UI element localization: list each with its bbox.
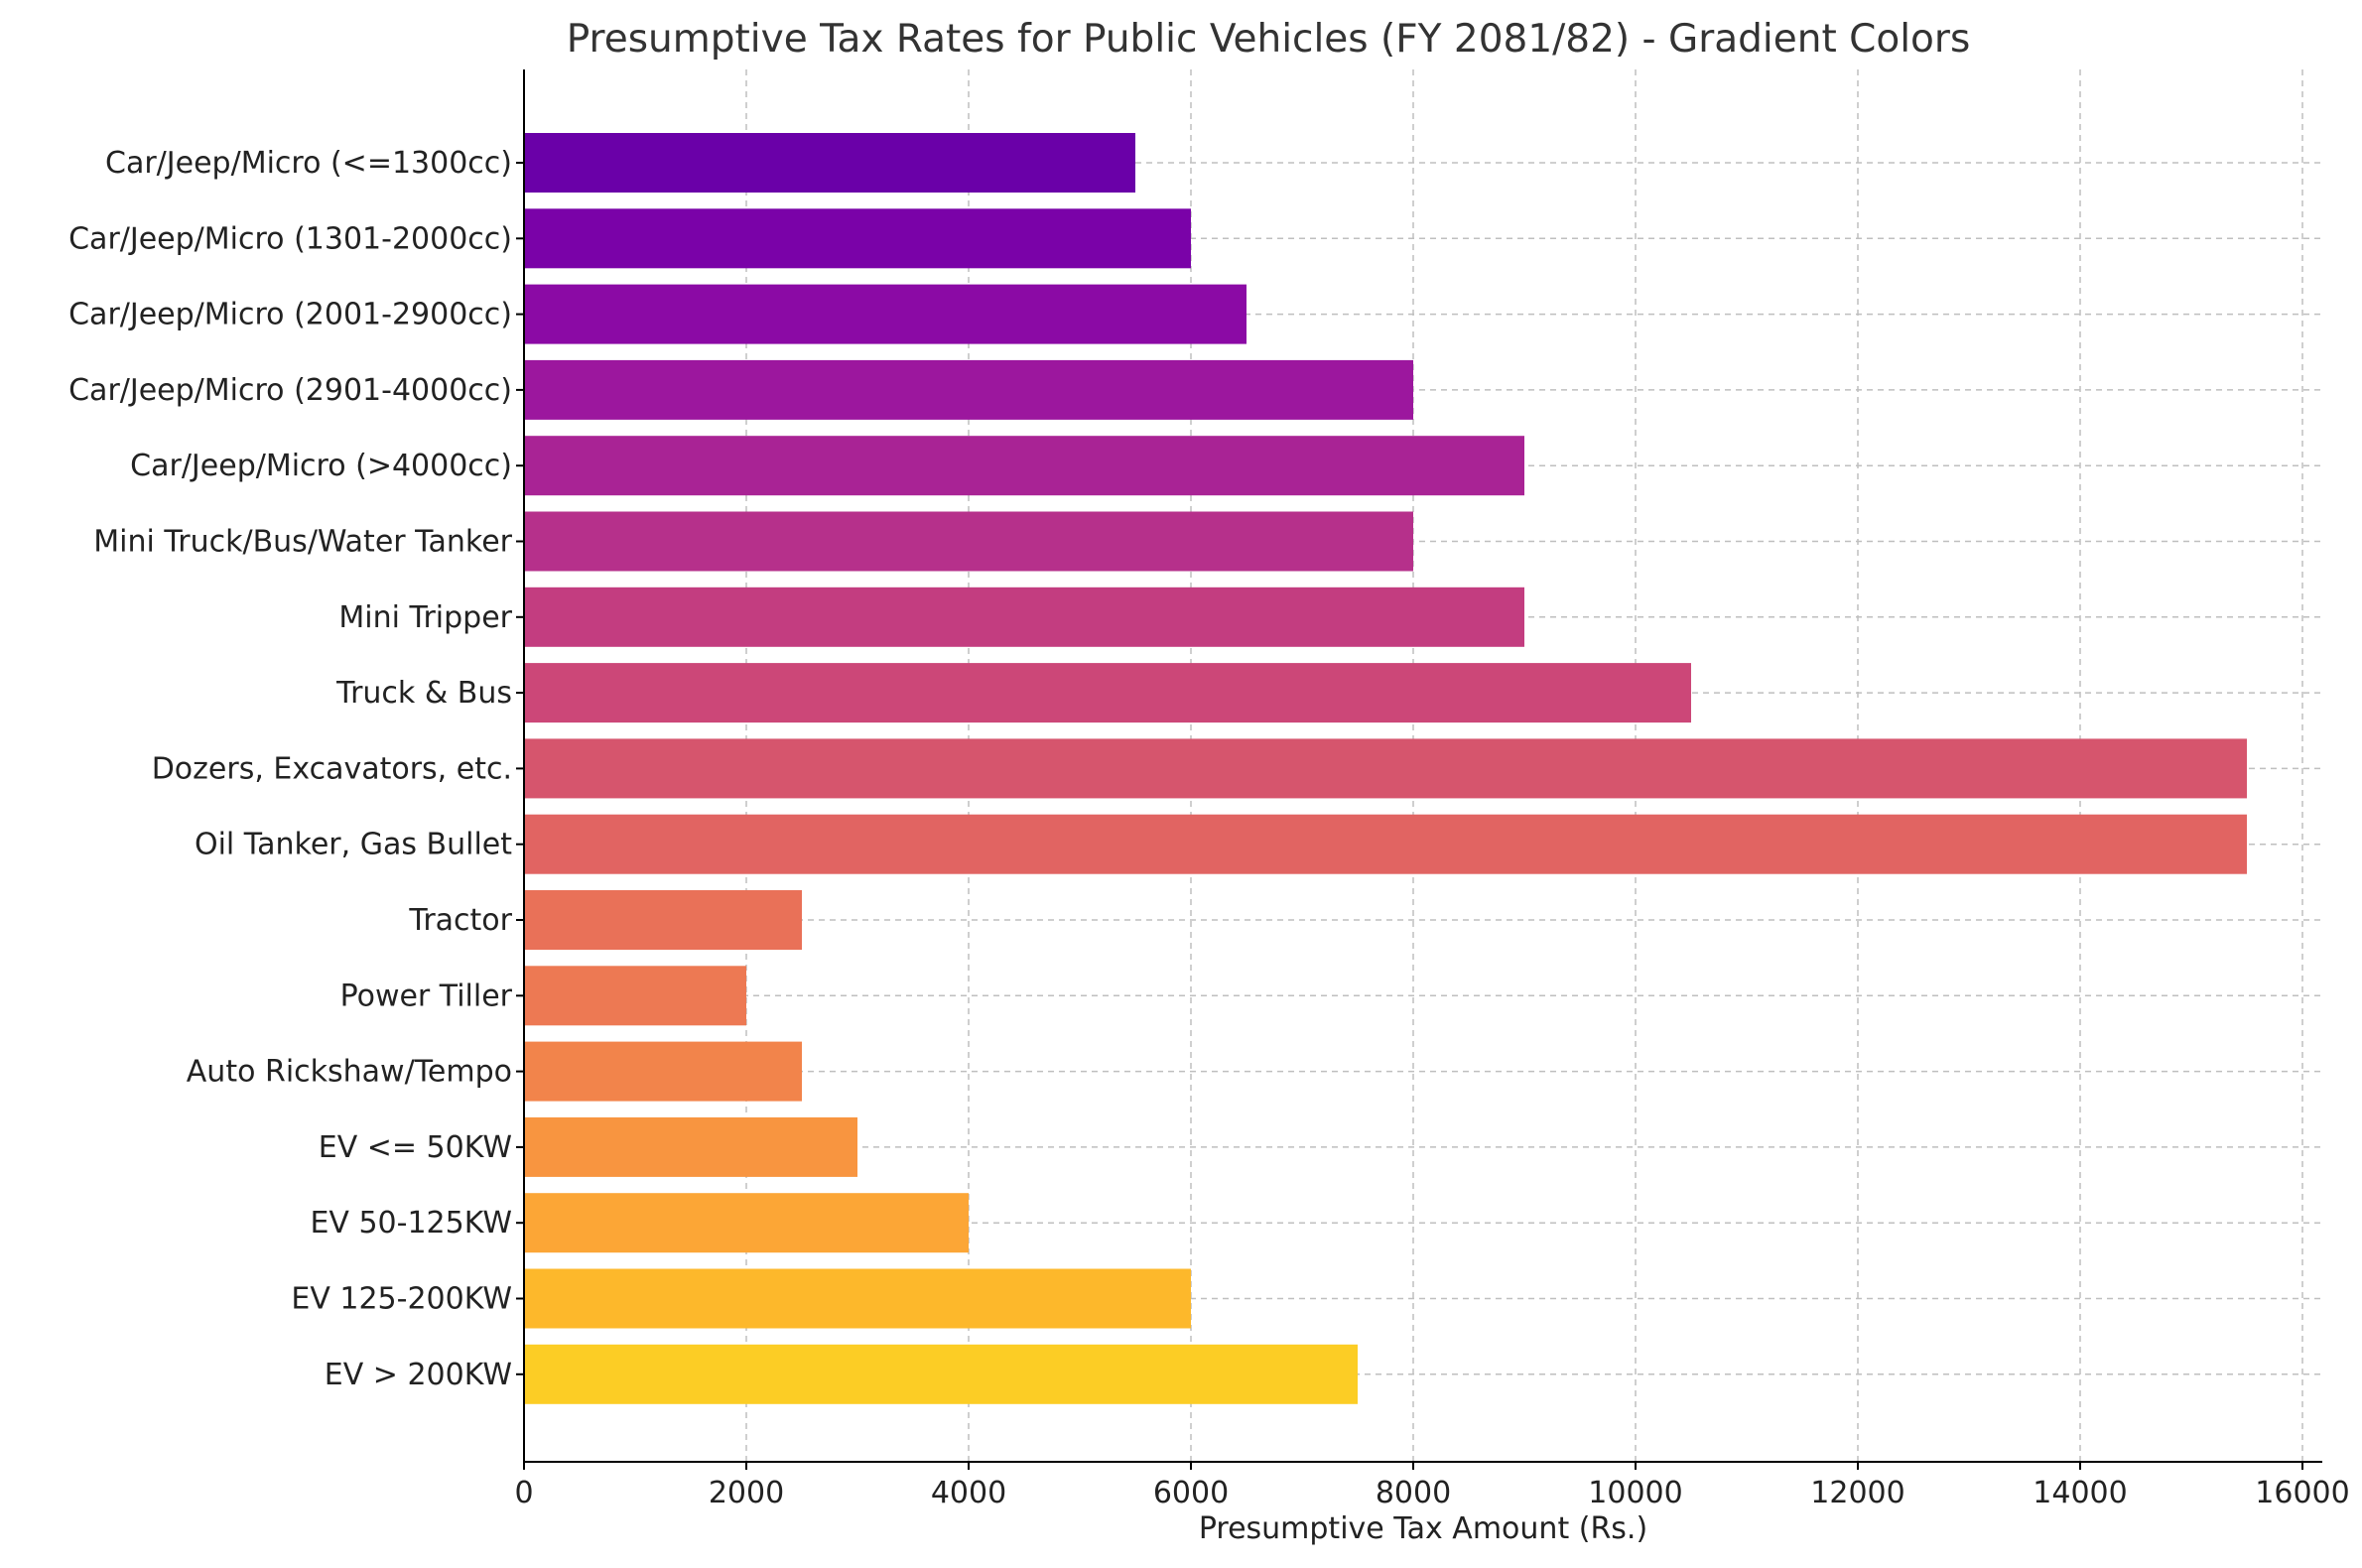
bar xyxy=(524,1116,857,1177)
y-tick-label: EV 50-125KW xyxy=(310,1206,512,1241)
y-tick-label: Tractor xyxy=(408,903,512,938)
chart-title: Presumptive Tax Rates for Public Vehicle… xyxy=(567,17,1971,62)
x-tick-label: 16000 xyxy=(2255,1476,2349,1510)
bar xyxy=(524,133,1135,193)
axes xyxy=(516,69,2322,1470)
y-tick-label: EV 125-200KW xyxy=(291,1282,512,1317)
bars xyxy=(524,133,2247,1404)
y-tick-label: EV > 200KW xyxy=(325,1358,512,1392)
y-tick-label: Dozers, Excavators, etc. xyxy=(152,751,512,786)
y-tick-label: Auto Rickshaw/Tempo xyxy=(187,1055,512,1090)
x-tick-label: 10000 xyxy=(1588,1476,1682,1510)
bar xyxy=(524,966,746,1026)
x-axis-label: Presumptive Tax Amount (Rs.) xyxy=(1199,1511,1647,1546)
bar xyxy=(524,208,1191,269)
bar xyxy=(524,511,1413,572)
x-tick-label: 0 xyxy=(514,1476,533,1510)
bar xyxy=(524,1268,1191,1329)
y-tick-label: Mini Tripper xyxy=(338,600,512,635)
bar xyxy=(524,1041,802,1102)
bar xyxy=(524,1193,969,1253)
y-tick-label: Oil Tanker, Gas Bullet xyxy=(195,828,512,862)
x-tick-label: 8000 xyxy=(1376,1476,1451,1510)
y-tick-label: Car/Jeep/Micro (2001-2900cc) xyxy=(68,298,512,332)
x-tick-label: 6000 xyxy=(1153,1476,1229,1510)
bar xyxy=(524,436,1524,496)
y-tick-labels: Car/Jeep/Micro (<=1300cc) Car/Jeep/Micro … xyxy=(68,146,513,1392)
y-tick-label: Truck & Bus xyxy=(335,676,512,711)
bar xyxy=(524,284,1247,344)
y-tick-label: Car/Jeep/Micro (1301-2000cc) xyxy=(68,221,512,256)
bar xyxy=(524,814,2247,874)
y-tick-label: Car/Jeep/Micro (<=1300cc) xyxy=(105,146,512,181)
y-tick-label: Power Tiller xyxy=(340,979,513,1013)
x-tick-label: 2000 xyxy=(709,1476,784,1510)
x-tick-label: 4000 xyxy=(931,1476,1006,1510)
bar xyxy=(524,663,1691,723)
x-tick-label: 14000 xyxy=(2033,1476,2127,1510)
bar xyxy=(524,738,2247,799)
bar xyxy=(524,890,802,950)
bar xyxy=(524,587,1524,647)
y-tick-label: EV <= 50KW xyxy=(319,1130,512,1165)
y-tick-label: Car/Jeep/Micro (2901-4000cc) xyxy=(68,373,512,408)
bar xyxy=(524,359,1413,420)
x-tick-labels: 0 2000 4000 6000 8000 10000 12000 14000 16000 xyxy=(514,1476,2349,1510)
bar xyxy=(524,1344,1358,1404)
y-tick-label: Mini Truck/Bus/Water Tanker xyxy=(93,525,512,560)
y-tick-label: Car/Jeep/Micro (>4000cc) xyxy=(130,449,512,483)
x-tick-label: 12000 xyxy=(1810,1476,1904,1510)
